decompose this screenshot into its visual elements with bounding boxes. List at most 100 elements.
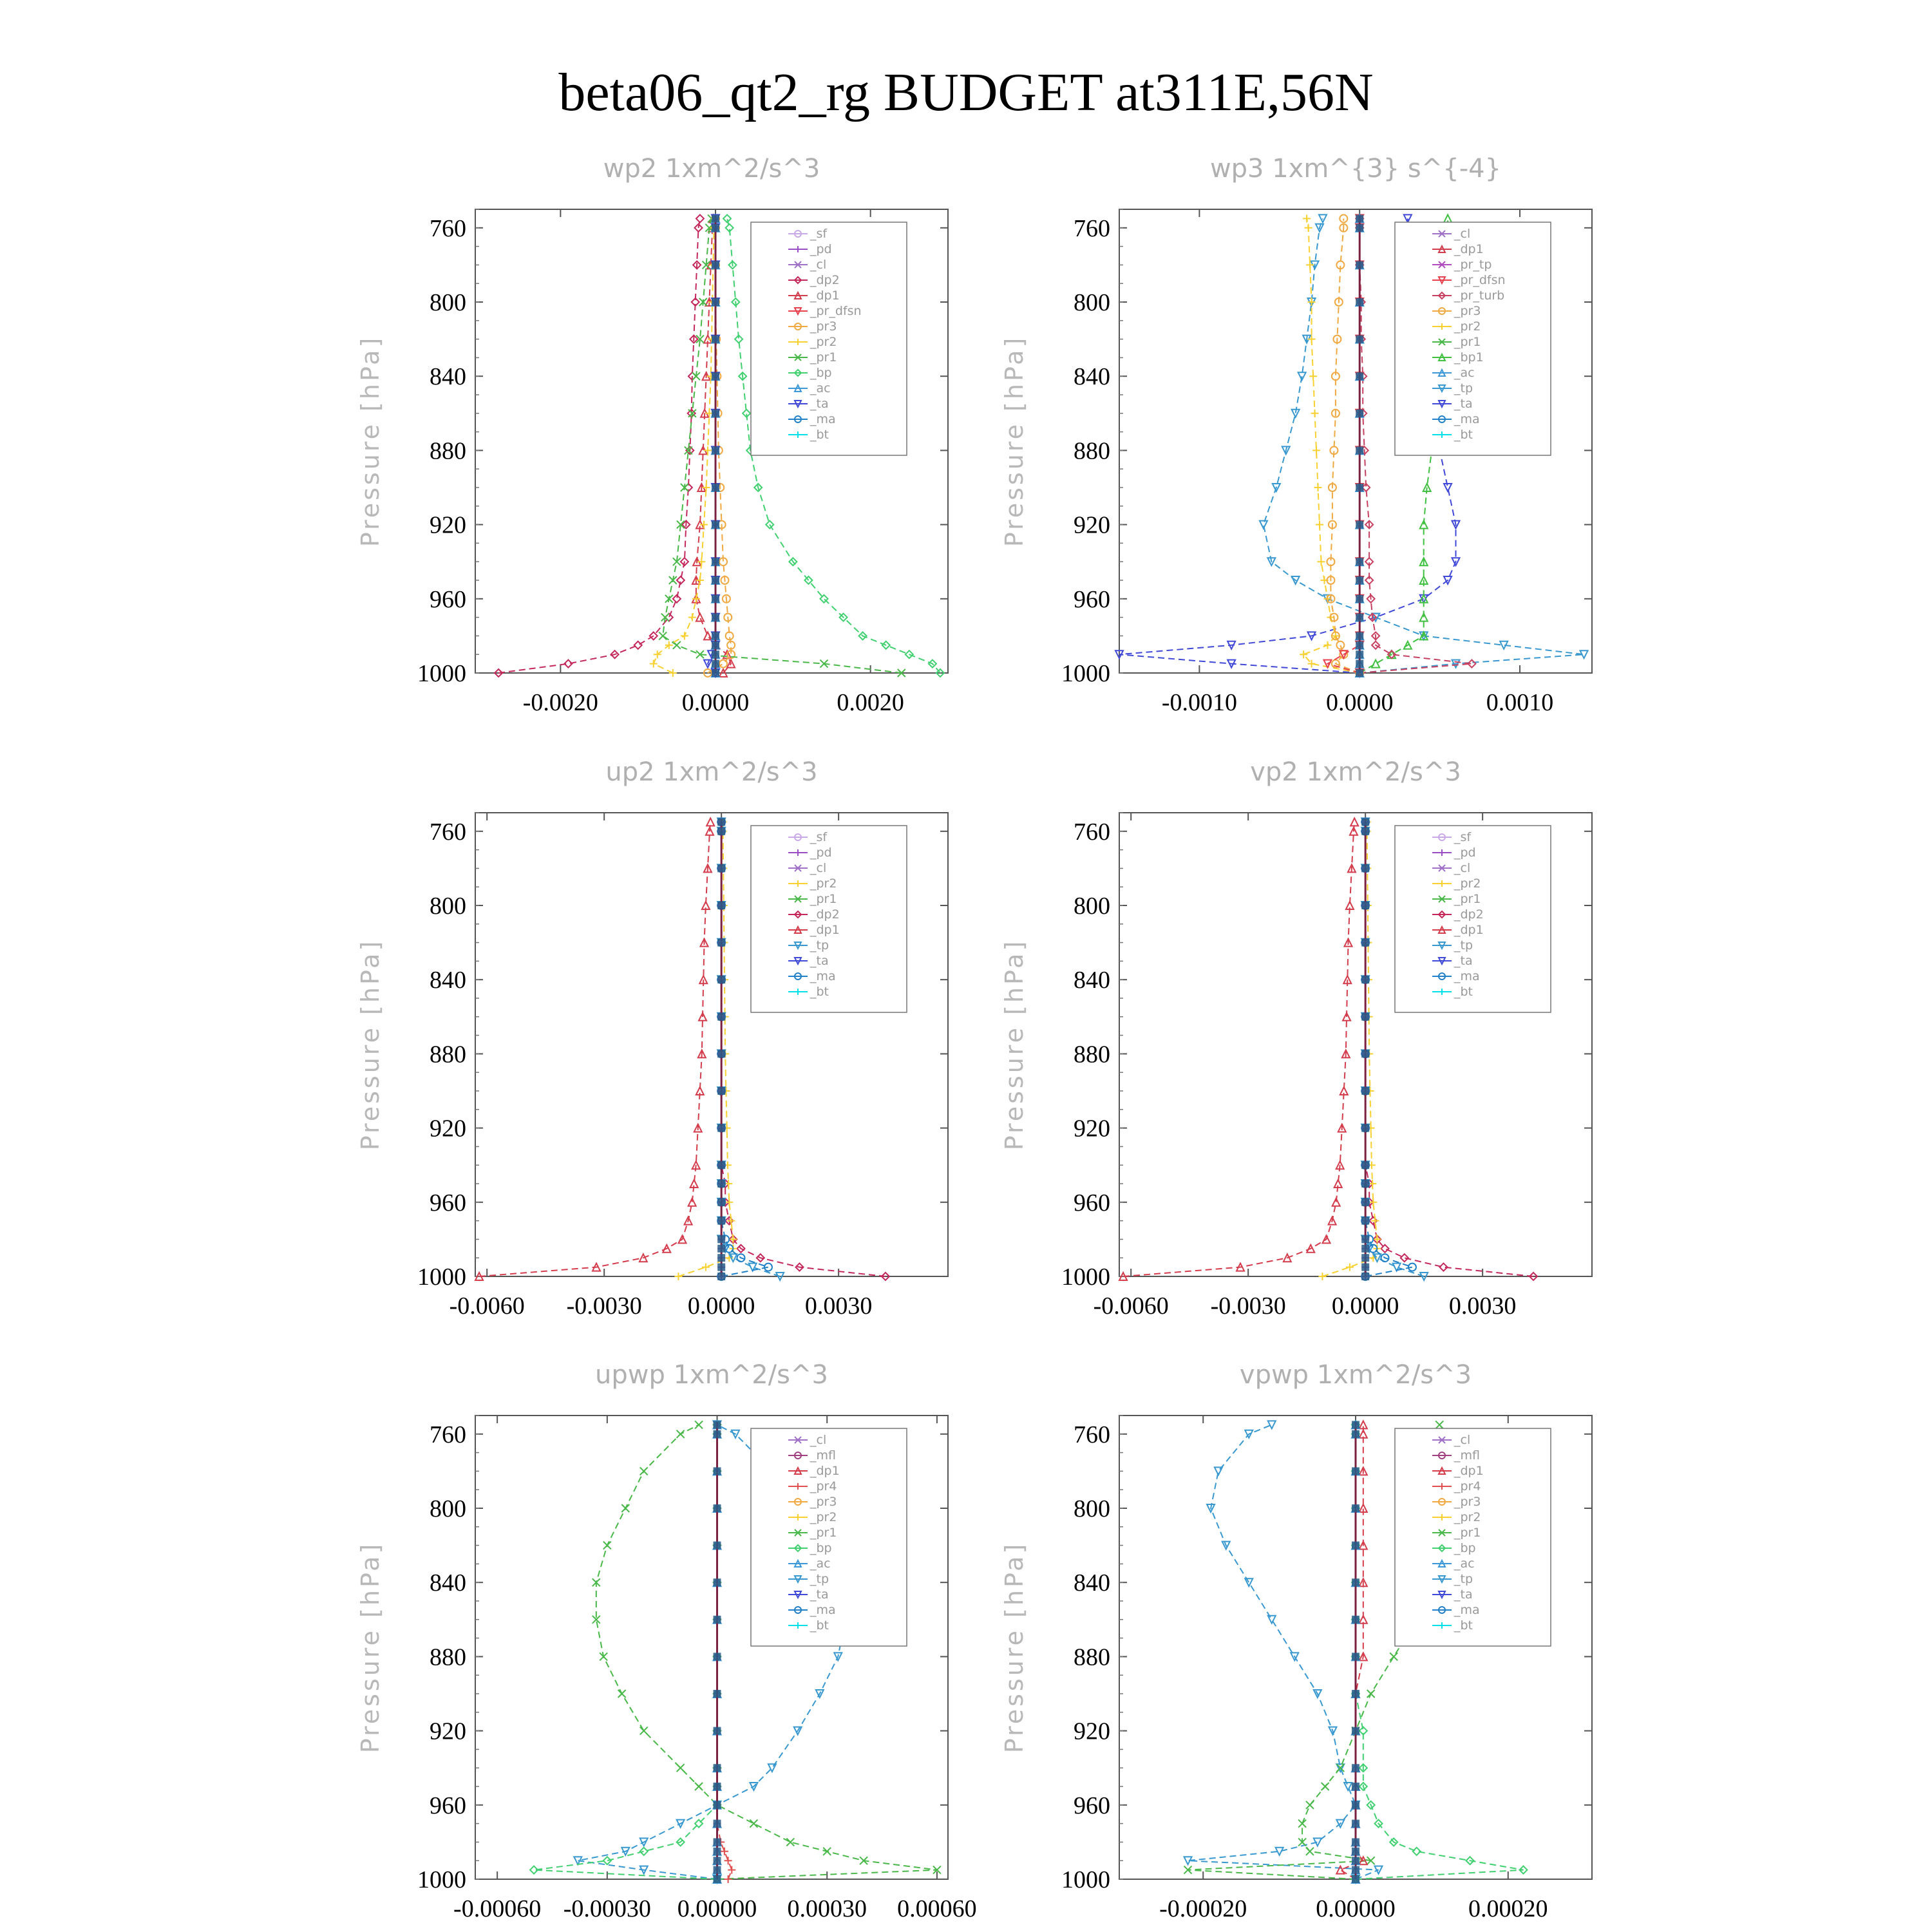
data-point (1306, 631, 1317, 641)
zero-term-marker (717, 1161, 726, 1170)
data-point (880, 1271, 891, 1282)
data-point (1368, 1244, 1378, 1253)
series-line-dp1 (1339, 1425, 1365, 1880)
data-point (1438, 1452, 1446, 1459)
y-tick-label: 880 (1074, 1041, 1110, 1068)
data-point (676, 1837, 686, 1847)
zero-term-marker (1352, 1578, 1359, 1587)
data-point (1226, 640, 1236, 651)
data-point (1118, 1271, 1128, 1281)
data-point (703, 446, 712, 455)
data-point (1320, 1782, 1330, 1791)
data-point (1437, 925, 1446, 934)
data-point (1364, 575, 1374, 585)
data-point (1578, 650, 1589, 660)
data-point (794, 895, 802, 903)
data-point (724, 1875, 732, 1883)
y-tick-label: 840 (430, 1569, 466, 1596)
legend-entry: _ma (810, 1603, 836, 1617)
legend-entry: _dp2 (810, 907, 840, 922)
series-line-tp (578, 1424, 846, 1880)
data-point (1312, 446, 1321, 455)
legend-entry: _pr2 (810, 335, 837, 349)
zero-term-marker (717, 1087, 726, 1095)
data-point (1358, 1466, 1368, 1476)
legend-entry: _ma (810, 412, 836, 426)
panel-1: wp2 1xm^2/s^3 Pressure [hPa] 760 800 840 880 9… (356, 154, 949, 716)
zero-term-marker (713, 1801, 721, 1809)
legend-entry: _bp (810, 1541, 832, 1555)
data-point (676, 520, 685, 529)
data-point (795, 246, 801, 252)
zero-term-marker (712, 223, 720, 232)
data-point (1388, 1837, 1399, 1847)
data-point (689, 1178, 699, 1188)
data-point (794, 261, 802, 269)
y-tick-label: 960 (1074, 1792, 1110, 1819)
legend-entry: _ac (1454, 1557, 1475, 1571)
data-point (724, 1857, 732, 1865)
x-tick-label: 0.00030 (787, 1895, 867, 1922)
series-line-pr2 (678, 822, 734, 1277)
zero-term-marker (1356, 650, 1364, 659)
zero-term-marker (712, 372, 720, 381)
data-point (1519, 1865, 1528, 1875)
data-point (794, 1452, 802, 1459)
data-point (793, 1575, 802, 1584)
data-point (793, 942, 802, 951)
legend-entry: _pr_dfsn (810, 304, 862, 318)
legend-entry: _dp2 (1454, 907, 1484, 922)
data-point (1312, 1837, 1323, 1848)
zero-term-marker (713, 1421, 721, 1429)
data-point (1323, 641, 1332, 649)
zero-term-marker (1361, 1235, 1370, 1244)
data-point (1437, 1544, 1446, 1553)
y-tick-label: 880 (430, 1041, 466, 1068)
data-point (1329, 446, 1339, 455)
zero-term-marker (712, 298, 720, 306)
data-point (1450, 520, 1461, 530)
data-point (1358, 1763, 1368, 1773)
y-tick-label: 760 (430, 819, 466, 846)
data-point (692, 260, 702, 270)
series-line-pr3 (707, 218, 732, 674)
data-point (1267, 1615, 1277, 1625)
x-tick-label: 0.0000 (1326, 689, 1394, 716)
zero-term-marker (1352, 1467, 1359, 1475)
data-point (661, 1243, 672, 1253)
data-point (699, 520, 708, 529)
data-point (668, 576, 677, 585)
x-tick-label: -0.0030 (567, 1293, 642, 1320)
zero-term-marker (713, 1653, 721, 1661)
data-point (904, 649, 914, 659)
data-point (1282, 1252, 1293, 1263)
legend-entry: _dp1 (810, 1464, 840, 1478)
zero-term-marker (713, 1819, 721, 1828)
data-point (1438, 833, 1446, 841)
x-tick-label: 0.00000 (1316, 1895, 1396, 1922)
legend-entry: _ac (810, 1557, 831, 1571)
zero-term-marker (713, 1875, 721, 1883)
data-point (684, 446, 693, 455)
data-point (1317, 558, 1325, 566)
data-point (788, 556, 798, 567)
data-point (1419, 593, 1429, 603)
zero-term-marker (717, 818, 726, 826)
data-point (1437, 291, 1446, 300)
data-point (794, 415, 802, 423)
data-point (795, 431, 801, 438)
x-tick-label: -0.0060 (1094, 1293, 1169, 1320)
data-point (529, 1865, 539, 1875)
zero-term-marker (1361, 1180, 1370, 1188)
data-point (736, 1253, 746, 1263)
legend-entry: _pr3 (1454, 1495, 1481, 1509)
data-point (822, 1847, 831, 1856)
data-point (633, 640, 643, 650)
data-point (1438, 1436, 1446, 1444)
data-point (1345, 1263, 1354, 1271)
zero-term-marker (1361, 1244, 1370, 1253)
legend-entry: _pr1 (810, 350, 837, 365)
data-point (728, 260, 737, 270)
data-point (1349, 826, 1359, 836)
data-point (1419, 1272, 1429, 1282)
